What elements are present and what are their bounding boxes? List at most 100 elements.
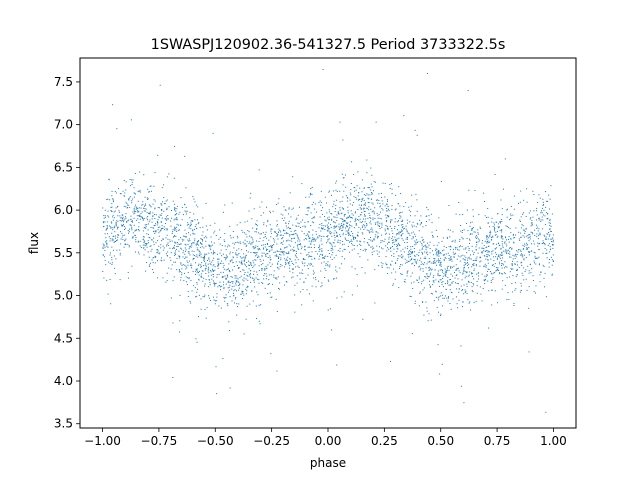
data-point xyxy=(552,244,554,246)
data-point xyxy=(543,203,544,205)
data-point xyxy=(201,240,203,242)
data-point xyxy=(167,238,169,240)
data-point xyxy=(211,241,213,243)
data-point xyxy=(299,243,301,245)
data-point xyxy=(221,245,223,247)
data-point xyxy=(305,238,307,240)
data-point xyxy=(331,194,333,196)
data-point xyxy=(181,207,183,209)
data-point xyxy=(399,265,401,267)
data-point xyxy=(224,240,226,242)
data-point xyxy=(242,257,244,259)
data-point xyxy=(359,243,361,245)
data-point xyxy=(129,196,131,198)
data-point xyxy=(425,252,427,254)
data-point xyxy=(149,262,151,264)
data-point xyxy=(254,259,256,261)
data-point xyxy=(116,240,118,242)
data-point xyxy=(307,254,309,256)
data-point xyxy=(437,270,439,272)
data-point xyxy=(174,229,176,231)
data-point xyxy=(491,304,493,306)
data-point xyxy=(102,243,104,245)
data-point xyxy=(369,217,371,219)
data-point xyxy=(430,272,432,274)
data-point xyxy=(273,239,275,241)
data-point xyxy=(146,262,148,263)
data-point xyxy=(398,233,400,235)
data-point xyxy=(254,286,256,288)
data-point xyxy=(463,264,465,266)
data-point xyxy=(247,286,249,288)
data-point xyxy=(373,239,375,241)
data-point xyxy=(291,238,293,240)
data-point xyxy=(360,200,362,202)
data-point xyxy=(184,243,186,245)
data-point xyxy=(547,217,549,219)
data-point xyxy=(497,267,499,269)
data-point xyxy=(198,274,200,276)
data-point xyxy=(166,280,168,282)
data-point xyxy=(285,281,287,283)
data-point xyxy=(255,259,257,261)
data-point xyxy=(271,245,273,247)
data-point xyxy=(549,222,551,224)
data-point xyxy=(466,293,468,295)
data-point xyxy=(463,402,465,404)
data-point xyxy=(306,207,308,209)
data-point xyxy=(237,265,239,266)
data-point xyxy=(211,261,213,263)
data-point xyxy=(422,226,424,228)
data-point xyxy=(218,238,220,240)
data-point xyxy=(123,195,125,197)
data-point xyxy=(347,222,349,224)
data-point xyxy=(129,224,131,226)
data-point xyxy=(335,231,337,233)
data-point xyxy=(492,243,494,245)
data-point xyxy=(451,266,453,268)
data-point xyxy=(469,239,471,241)
data-point xyxy=(147,223,149,225)
data-point xyxy=(478,247,480,249)
data-point xyxy=(165,219,167,221)
data-point xyxy=(134,235,136,237)
data-point xyxy=(111,246,113,248)
data-point xyxy=(521,272,523,274)
data-point xyxy=(176,241,178,243)
data-point xyxy=(115,222,117,224)
data-point xyxy=(176,208,178,210)
data-point xyxy=(190,222,192,224)
data-point xyxy=(243,243,245,245)
x-tick-label: −1.00 xyxy=(84,434,121,448)
data-point xyxy=(476,241,478,243)
data-point xyxy=(184,155,186,157)
data-point xyxy=(174,214,176,216)
data-point xyxy=(215,235,217,237)
data-point xyxy=(442,275,444,277)
data-point xyxy=(173,208,175,210)
data-point xyxy=(370,237,371,239)
data-point xyxy=(371,251,373,253)
data-point xyxy=(421,247,423,249)
data-point xyxy=(365,249,367,251)
data-point xyxy=(459,246,461,248)
data-point xyxy=(360,214,362,216)
data-point xyxy=(156,224,158,226)
data-point xyxy=(192,220,194,222)
data-point xyxy=(395,240,397,242)
data-point xyxy=(364,211,366,212)
data-point xyxy=(209,269,211,271)
data-point xyxy=(187,290,189,292)
data-point xyxy=(453,253,455,255)
data-point xyxy=(501,237,503,239)
data-point xyxy=(390,246,392,248)
data-point xyxy=(174,250,176,252)
data-point xyxy=(510,205,512,207)
data-point xyxy=(250,263,252,265)
data-point xyxy=(487,235,489,237)
data-point xyxy=(493,228,495,230)
data-point xyxy=(192,259,194,261)
data-point xyxy=(243,277,245,279)
data-point xyxy=(490,280,492,282)
data-point xyxy=(396,238,398,240)
